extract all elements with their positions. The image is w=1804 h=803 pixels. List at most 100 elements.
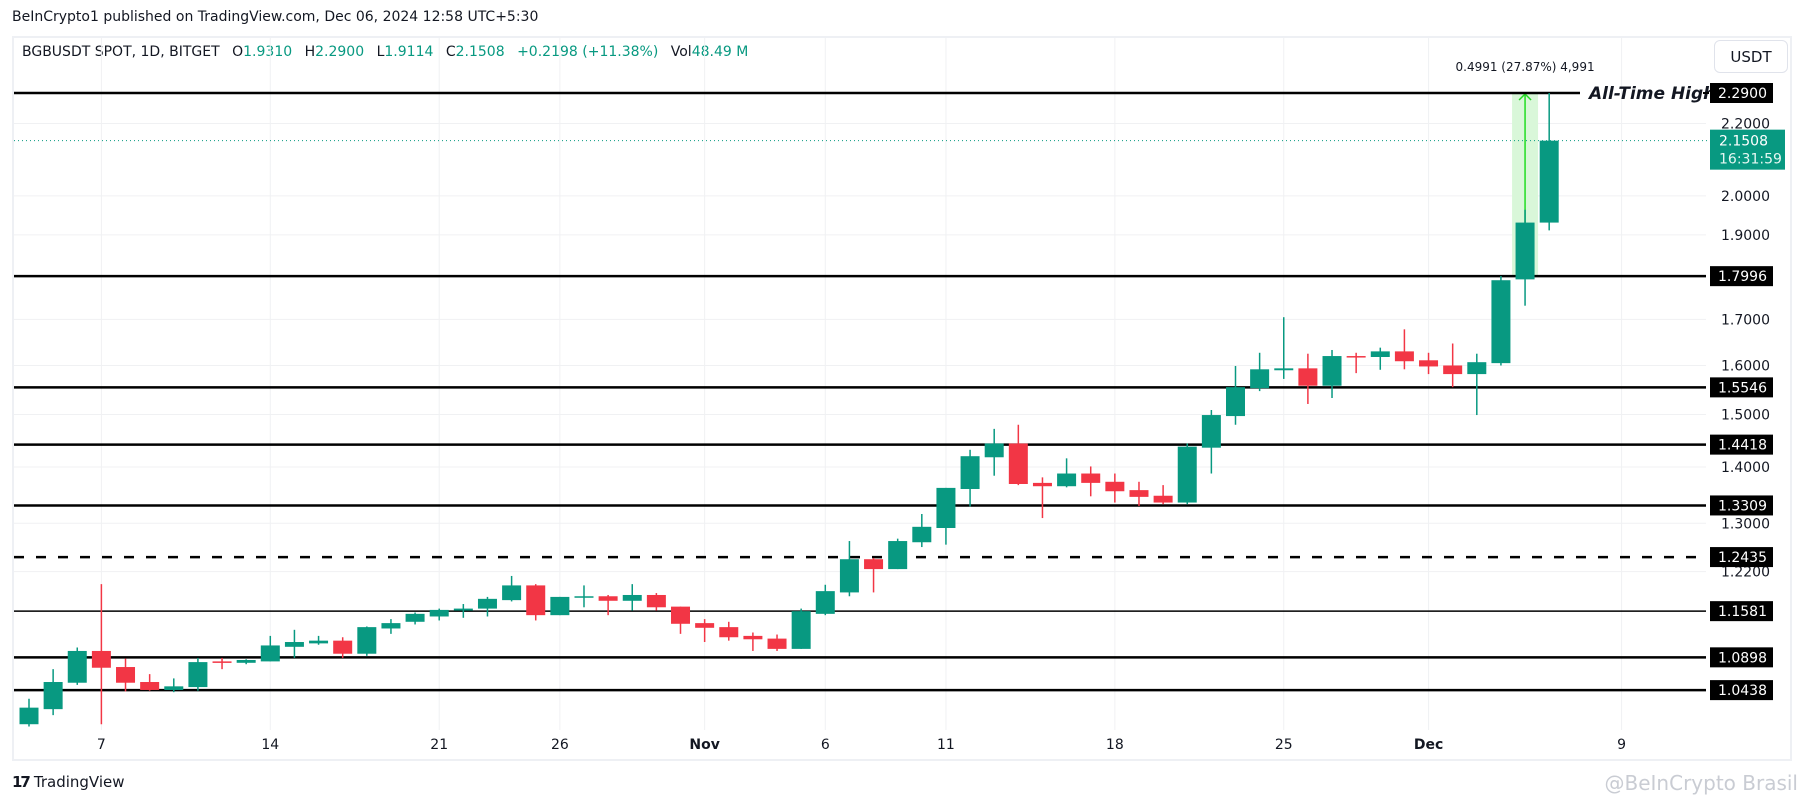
candle-2024-11-16 — [1057, 458, 1077, 488]
candle-2024-10-29 — [622, 584, 642, 611]
candle-body — [1177, 446, 1197, 503]
time-tick-label: 18 — [1106, 737, 1124, 753]
symbol-name: BGBUSDT SPOT, 1D, BITGET — [22, 44, 220, 60]
time-tick-label: 26 — [551, 737, 569, 753]
candle-body — [839, 559, 859, 593]
candle-body — [1008, 443, 1028, 484]
candle-body — [309, 640, 329, 644]
change-value: +0.2198 (+11.38%) — [517, 44, 659, 60]
level-price-label: 1.7996 — [1718, 269, 1767, 285]
level-price-badge — [1710, 547, 1773, 568]
candle-body — [1250, 369, 1270, 389]
candle-body — [1081, 473, 1101, 483]
candle-body — [164, 686, 184, 690]
candle-2024-11-28 — [1346, 352, 1366, 374]
candle-2024-12-03 — [1467, 353, 1487, 416]
candle-body — [91, 650, 111, 668]
candle-2024-10-17 — [333, 637, 353, 658]
level-price-badge — [1710, 266, 1773, 287]
candle-2024-11-09 — [888, 538, 908, 570]
level-price-label: 1.2435 — [1718, 550, 1767, 566]
candle-body — [767, 638, 787, 649]
candle-body — [212, 661, 232, 663]
candle-2024-11-12 — [960, 449, 980, 507]
candle-body — [477, 598, 497, 609]
all-time-high-annotation: All-Time High — [1587, 84, 1715, 104]
candle-2024-11-22 — [1201, 409, 1221, 474]
candle-2024-11-21 — [1177, 443, 1197, 505]
candle-body — [1346, 356, 1366, 358]
level-price-label: 1.4418 — [1718, 438, 1767, 454]
candle-2024-11-01 — [695, 619, 715, 643]
price-tick-label: 1.2200 — [1721, 565, 1770, 581]
candle-2024-11-23 — [1226, 365, 1245, 425]
candle-2024-12-02 — [1443, 343, 1463, 388]
time-tick-label: 14 — [261, 737, 279, 753]
candle-body — [140, 682, 160, 690]
candle-body — [984, 443, 1004, 458]
currency-button[interactable]: USDT — [1714, 40, 1788, 73]
current-price-label: 2.1508 — [1719, 134, 1768, 150]
candle-body — [1057, 473, 1077, 487]
candle-body — [815, 591, 835, 614]
time-tick-label: 25 — [1275, 737, 1293, 753]
candle-2024-11-02 — [719, 621, 739, 641]
tradingview-logo[interactable]: 17 TradingView — [12, 773, 125, 791]
candle-body — [284, 642, 304, 647]
level-price-badge — [1710, 377, 1773, 398]
level-price-badge — [1710, 647, 1773, 668]
candle-2024-10-20 — [405, 612, 425, 625]
high-label: H — [304, 44, 316, 60]
candle-body — [116, 667, 136, 683]
candle-2024-11-15 — [1032, 477, 1052, 519]
candle-body — [791, 611, 811, 649]
price-tick-label: 1.7000 — [1721, 312, 1770, 328]
candle-body — [236, 659, 256, 663]
candle-body — [526, 585, 546, 616]
candle-2024-11-14 — [1008, 424, 1028, 486]
candle-2024-10-25 — [526, 584, 546, 621]
time-tick-label: 11 — [937, 737, 955, 753]
candle-2024-10-12 — [212, 657, 232, 670]
candle-body — [912, 526, 932, 543]
candle-2024-11-29 — [1370, 347, 1390, 370]
measure-label: 0.4991 (27.87%) 4,991 — [1456, 60, 1595, 74]
level-price-label: 1.0438 — [1718, 683, 1767, 699]
candle-body — [1153, 495, 1173, 503]
publish-info: BeInCrypto1 published on TradingView.com… — [12, 9, 539, 25]
candle-2024-10-10 — [164, 678, 184, 693]
candle-body — [429, 609, 449, 617]
price-tick-label: 1.4000 — [1721, 460, 1770, 476]
candle-2024-10-13 — [236, 659, 256, 665]
candle-2024-11-30 — [1394, 329, 1414, 370]
candle-2024-11-08 — [864, 557, 884, 593]
level-price-label: 1.5546 — [1718, 380, 1767, 396]
volume-label: Vol — [670, 44, 692, 60]
candle-2024-10-31 — [671, 606, 691, 634]
level-price-badge — [1710, 601, 1773, 622]
candle-2024-11-17 — [1081, 466, 1101, 497]
candle-2024-11-13 — [984, 428, 1004, 476]
candle-2024-11-10 — [912, 514, 932, 548]
volume-value: 48.49 M — [691, 44, 749, 60]
candle-2024-10-04 — [19, 698, 39, 727]
candle-2024-11-25 — [1274, 317, 1294, 379]
time-tick-label: Dec — [1414, 737, 1443, 753]
candle-body — [67, 650, 87, 683]
candle-2024-10-11 — [188, 657, 208, 691]
candle-body — [381, 623, 401, 629]
current-price-badge — [1710, 129, 1785, 170]
candle-2024-10-19 — [381, 619, 401, 634]
candle-2024-11-27 — [1322, 349, 1342, 399]
candle-body — [960, 456, 980, 490]
candle-body — [1394, 351, 1414, 362]
time-tick-label: 6 — [821, 737, 830, 753]
candle-2024-10-28 — [598, 594, 618, 616]
level-price-label: 1.0898 — [1718, 650, 1767, 666]
candle-2024-10-15 — [284, 629, 304, 658]
candle-2024-12-05 — [1515, 209, 1535, 306]
tradingview-wordmark: TradingView — [33, 773, 125, 791]
level-price-badge — [1710, 495, 1773, 516]
candle-2024-10-08 — [116, 658, 136, 692]
